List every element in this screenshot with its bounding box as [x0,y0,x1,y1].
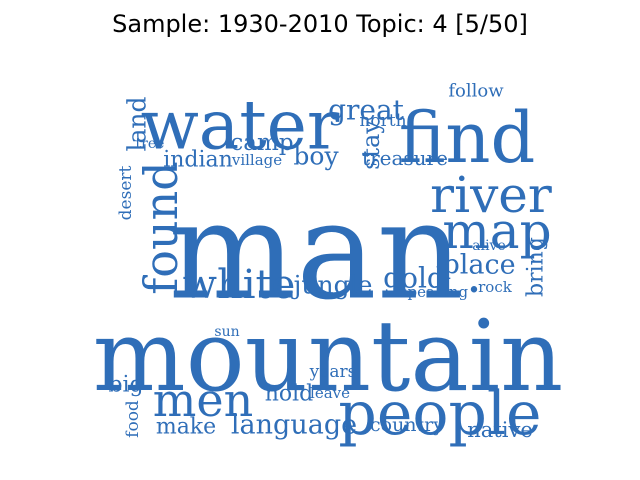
word-make: make [156,415,216,440]
word-stay: stay [357,120,385,170]
word-big: big [108,373,143,398]
word-sun: sun [214,324,239,340]
word-man: man [168,173,463,330]
word-water: water [141,87,340,166]
word-country: country [370,414,444,436]
word-hold: hold [265,382,314,407]
word-bring: bring [524,237,549,297]
word-language: language [231,410,357,441]
word-gold: gold [383,262,445,295]
word-river: river [430,166,552,224]
word-find: find [399,97,536,179]
chart-title: Sample: 1930-2010 Topic: 4 [5/50] [112,10,528,38]
word-land: land [123,96,152,151]
word-white: white [183,262,296,308]
word-alive: alive [472,238,506,254]
word-men: men [153,373,253,427]
word-north: north [359,111,406,131]
word-speaking: speaking [400,283,469,301]
word-camp: camp [230,130,293,156]
word-rock: rock [478,278,513,296]
word-tree: tree [136,136,165,152]
word-jungle: jungle [291,271,373,300]
word-follow: follow [448,81,504,102]
word-village: village [231,151,282,169]
word-years: years [309,362,357,382]
word-treasure: treasure [362,146,448,170]
word-people: people [338,379,541,449]
word-place: place [442,250,515,281]
word-desert: desert [116,165,136,220]
word-great: great [328,94,405,127]
word-native: native [467,418,533,442]
word-indian: indian [163,148,233,173]
word-boy: boy [293,142,339,171]
word-dot: • [468,279,481,304]
word-mountain: mountain [93,300,563,414]
word-leave: leave [310,384,350,402]
word-food: food [123,400,143,438]
word-map: map [442,202,551,260]
word-found: found [134,161,188,294]
